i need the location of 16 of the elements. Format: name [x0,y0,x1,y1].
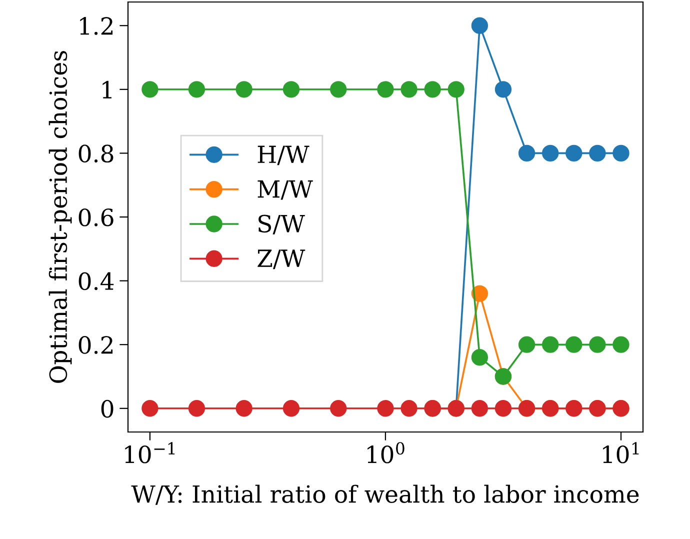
y-axis-title: Optimal first-period choices [48,50,72,383]
x-tick-label: 10$^{0}$ [368,442,404,464]
legend-label: H/W [258,146,310,166]
x-tick-label: 10$^{−1}$ [125,442,175,464]
legend-label: S/W [258,214,305,234]
legend-label: Z/W [258,250,306,270]
y-tick-label: 0.2 [78,336,112,354]
x-tick-label: 10$^{1}$ [603,442,639,464]
y-tick-label: 0 [101,400,114,418]
y-tick-label: 1.2 [80,17,112,35]
y-tick-label: 0.8 [78,144,114,163]
y-tick-label: 0.6 [78,208,114,226]
y-tick-label: 1 [102,80,112,98]
x-axis-title: W/Y: Initial ratio of wealth to labor income [131,484,639,505]
y-tick-label: 0.4 [78,272,114,290]
legend-label: M/W [258,180,313,200]
